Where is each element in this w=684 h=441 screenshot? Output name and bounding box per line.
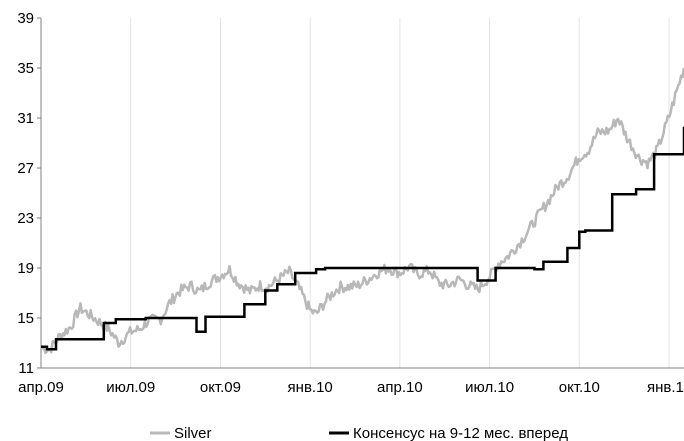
legend-label-consensus: Консенсус на 9-12 мес. вперед — [353, 425, 568, 441]
x-tick-label: янв.11 — [647, 379, 684, 396]
legend: Silver Консенсус на 9-12 мес. вперед — [150, 425, 568, 441]
series-consensus-line — [41, 126, 684, 351]
x-tick-label: июл.10 — [465, 379, 514, 396]
y-tick-label: 23 — [17, 210, 34, 227]
y-tick-label: 27 — [17, 160, 34, 177]
x-tick-label: апр.10 — [377, 379, 423, 396]
y-tick-label: 35 — [17, 60, 34, 77]
y-axis-tick-labels: 11 15 19 23 27 31 35 39 — [17, 10, 34, 377]
y-tick-label: 15 — [17, 310, 34, 327]
x-tick-label: янв.10 — [288, 379, 333, 396]
series-silver-line — [40, 67, 684, 355]
y-tick-label: 31 — [17, 110, 34, 127]
vertical-gridlines — [130, 18, 670, 368]
y-tick-label: 19 — [17, 260, 34, 277]
axes — [37, 17, 684, 369]
legend-label-silver: Silver — [174, 425, 212, 441]
x-tick-label: окт.09 — [200, 379, 241, 396]
x-tick-label: окт.10 — [559, 379, 600, 396]
x-tick-label: апр.09 — [18, 379, 64, 396]
x-axis-tick-labels: апр.09 июл.09 окт.09 янв.10 апр.10 июл.10 окт.… — [18, 379, 684, 396]
series-layer — [40, 67, 684, 355]
y-tick-label: 39 — [17, 10, 34, 27]
y-tick-label: 11 — [18, 360, 34, 377]
x-tick-label: июл.09 — [106, 379, 155, 396]
